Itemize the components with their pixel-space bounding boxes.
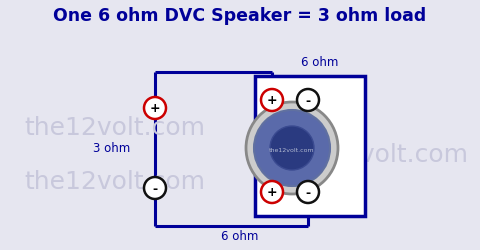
Text: 3 ohm: 3 ohm (94, 142, 131, 154)
Circle shape (297, 181, 319, 203)
Text: 6 ohm: 6 ohm (301, 56, 339, 70)
Text: the12volt.com: the12volt.com (288, 143, 468, 167)
Circle shape (261, 181, 283, 203)
Text: -: - (305, 186, 311, 200)
Text: -: - (153, 182, 157, 196)
Circle shape (246, 102, 338, 194)
Text: -: - (305, 94, 311, 108)
Circle shape (254, 110, 330, 186)
Circle shape (144, 177, 166, 199)
Text: the12volt.com: the12volt.com (24, 170, 205, 194)
Text: +: + (150, 102, 160, 116)
Text: One 6 ohm DVC Speaker = 3 ohm load: One 6 ohm DVC Speaker = 3 ohm load (53, 7, 427, 25)
Text: the12volt.com: the12volt.com (269, 148, 315, 154)
Circle shape (297, 89, 319, 111)
Text: +: + (267, 94, 277, 108)
Text: 6 ohm: 6 ohm (221, 230, 259, 243)
Text: the12volt.com: the12volt.com (24, 116, 205, 140)
Circle shape (270, 126, 314, 170)
Bar (255, 76, 365, 216)
Text: +: + (267, 186, 277, 200)
Circle shape (144, 97, 166, 119)
Circle shape (261, 89, 283, 111)
